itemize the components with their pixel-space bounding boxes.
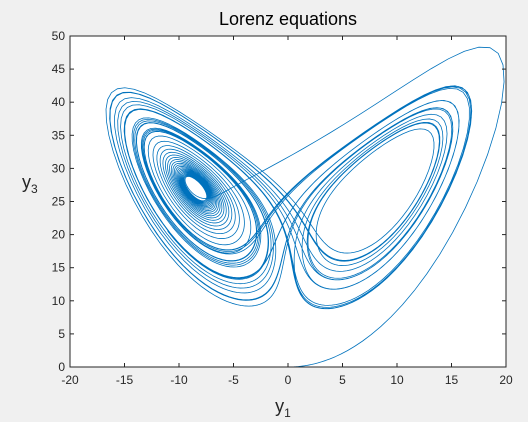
x-tick-label: 5 (339, 373, 346, 387)
y-axis-label-subscript: 3 (31, 182, 38, 196)
y-tick-label: 20 (52, 228, 66, 242)
tick-layer: -20 -15 -10 -5 0 5 10 15 20 0 5 10 15 20 25 30 35 40 45 50 (52, 29, 513, 387)
x-tick-label: 0 (285, 373, 292, 387)
x-tick-label: -20 (61, 373, 79, 387)
y-axis-label: y3 (22, 172, 38, 196)
lorenz-trajectory-line (105, 46, 505, 368)
y-axis-label-base: y (22, 172, 31, 192)
x-tick-label: -10 (170, 373, 188, 387)
x-axis-label-base: y (275, 396, 284, 416)
x-tick-label: 15 (445, 373, 459, 387)
y-tick-label: 25 (52, 195, 66, 209)
x-axis-label: y1 (275, 396, 291, 420)
y-tick-label: 15 (52, 261, 66, 275)
y-tick-label: 0 (58, 360, 65, 374)
x-tick-label: 20 (499, 373, 513, 387)
trajectory-layer (105, 46, 505, 368)
y-tick-label: 10 (52, 294, 66, 308)
y-tick-label: 30 (52, 161, 66, 175)
y-tick-label: 35 (52, 128, 66, 142)
chart-title: Lorenz equations (219, 9, 357, 29)
y-tick-label: 45 (52, 62, 66, 76)
y-tick-label: 5 (58, 327, 65, 341)
x-tick-label: -15 (116, 373, 134, 387)
x-tick-label: -5 (228, 373, 239, 387)
x-tick-label: 10 (390, 373, 404, 387)
y-tick-label: 40 (52, 95, 66, 109)
x-axis-label-subscript: 1 (284, 406, 291, 420)
y-tick-label: 50 (52, 29, 66, 43)
